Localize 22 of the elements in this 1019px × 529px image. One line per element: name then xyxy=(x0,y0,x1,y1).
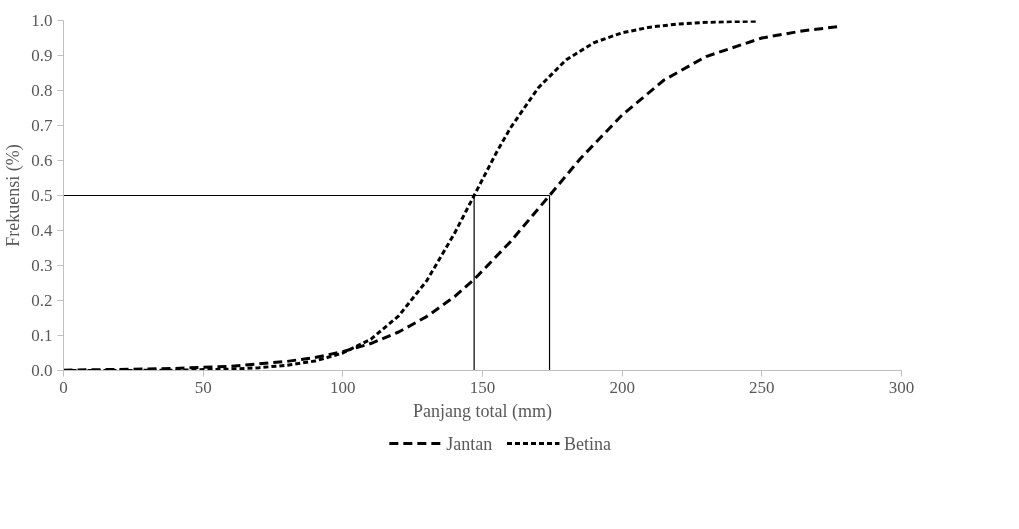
x-tick-label: 250 xyxy=(749,377,775,397)
x-tick-label: 300 xyxy=(888,377,915,397)
y-tick-label: 0.0 xyxy=(31,361,53,380)
x-tick-label: 100 xyxy=(330,377,356,397)
x-tick-label: 200 xyxy=(609,377,635,397)
y-tick-label: 0.3 xyxy=(31,256,53,275)
y-tick-label: 1.0 xyxy=(31,11,53,30)
x-axis-title: Panjang total (mm) xyxy=(413,400,552,422)
y-tick-label: 0.7 xyxy=(31,116,53,135)
x-tick-label: 150 xyxy=(469,377,496,397)
y-tick-label: 0.5 xyxy=(31,186,53,205)
y-tick-label: 0.1 xyxy=(31,326,53,345)
legend-label: Jantan xyxy=(446,433,493,454)
y-tick-label: 0.2 xyxy=(31,291,53,310)
y-axis-title: Frekuensi (%) xyxy=(3,144,25,247)
y-tick-label: 0.4 xyxy=(31,221,53,240)
x-tick-label: 50 xyxy=(194,377,212,397)
x-tick-label: 0 xyxy=(59,377,68,397)
y-tick-label: 0.9 xyxy=(31,46,53,65)
y-tick-label: 0.6 xyxy=(31,151,53,170)
y-tick-label: 0.8 xyxy=(31,81,53,100)
legend-label: Betina xyxy=(564,433,612,454)
